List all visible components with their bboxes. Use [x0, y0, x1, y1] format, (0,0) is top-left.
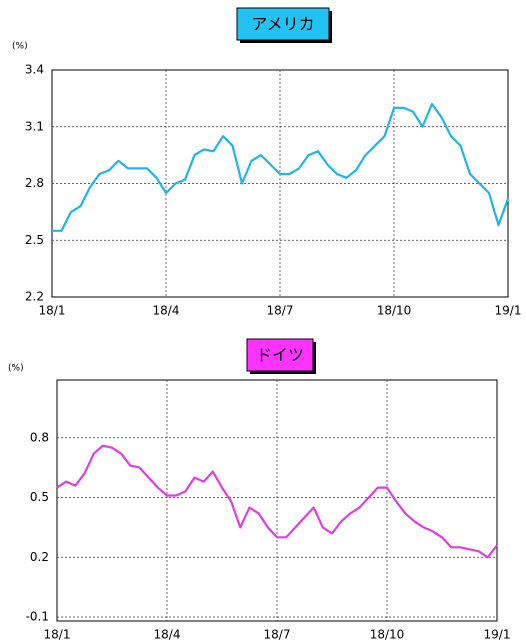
- x-tick-label: 19/1: [495, 304, 522, 318]
- y-tick-label: 0.2: [30, 550, 49, 564]
- x-tick-label: 18/4: [154, 628, 181, 642]
- y-tick-label: 3.1: [25, 119, 44, 133]
- data-line: [52, 102, 510, 232]
- chart-title: ドイツ: [256, 346, 304, 365]
- x-tick-label: 18/4: [153, 304, 180, 318]
- x-tick-label: 18/10: [370, 628, 405, 642]
- x-tick-label: 18/7: [264, 628, 291, 642]
- x-tick-label: 18/10: [377, 304, 412, 318]
- title-box: [236, 7, 330, 41]
- y-axis-label: (%): [12, 42, 28, 52]
- y-tick-label: 2.5: [25, 233, 44, 247]
- x-tick-label: 18/1: [44, 628, 71, 642]
- x-tick-label: 18/7: [267, 304, 294, 318]
- y-tick-label: 3.4: [25, 63, 44, 77]
- y-tick-label: -0.1: [26, 610, 49, 624]
- y-tick-label: 0.5: [30, 490, 49, 504]
- chart-title: アメリカ: [251, 15, 314, 34]
- title-box: [246, 338, 314, 372]
- y-tick-label: 0.8: [30, 430, 49, 444]
- x-tick-label: 19/1: [484, 628, 511, 642]
- y-tick-label: 2.2: [25, 290, 44, 304]
- data-line: [56, 444, 498, 559]
- y-tick-label: 2.8: [25, 176, 44, 190]
- x-tick-label: 18/1: [39, 304, 66, 318]
- y-axis-label: (%): [8, 364, 24, 374]
